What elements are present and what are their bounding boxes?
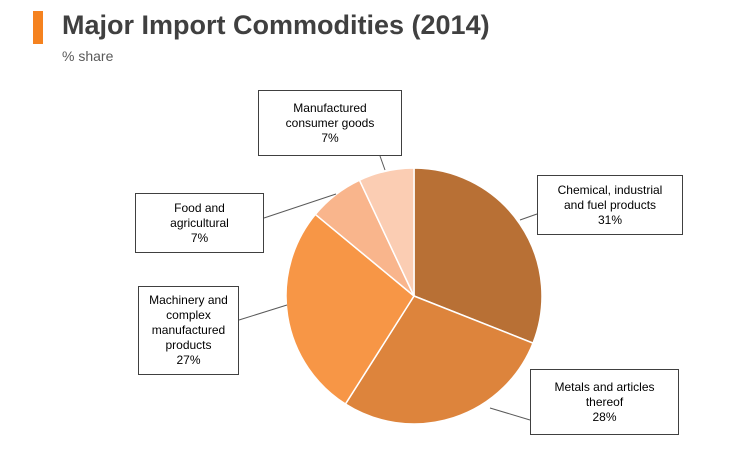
slice-label-machinery: Machinery and complex manufactured products… — [138, 286, 239, 375]
slice-value-label: 7% — [190, 230, 209, 245]
slice-label-line: thereof — [585, 394, 624, 409]
slice-label-line: and fuel products — [563, 197, 657, 212]
title-accent-bar — [33, 11, 43, 44]
chart-subtitle: % share — [62, 48, 114, 64]
slice-label-line: Chemical, industrial — [557, 182, 663, 197]
leader-line-food — [263, 193, 337, 219]
slice-label-chemical: Chemical, industrial and fuel products 31% — [537, 175, 683, 235]
chart-title: Major Import Commodities (2014) — [62, 10, 490, 40]
slice-label-line: Metals and articles — [554, 379, 655, 394]
slice-value-label: 31% — [597, 212, 623, 227]
pie-slice-metals — [344, 295, 534, 425]
slice-label-line: products — [165, 338, 212, 352]
slice-label-line: complex — [166, 308, 211, 322]
slice-label-line: Food and — [174, 200, 225, 215]
slice-label-metals: Metals and articles thereof 28% — [530, 369, 679, 435]
leader-line-metals — [489, 407, 531, 421]
slice-label-consumer-goods: Manufactured consumer goods 7% — [258, 90, 402, 156]
slice-value-label: 7% — [321, 130, 339, 145]
slice-label-line: agricultural — [170, 215, 229, 230]
leader-line-machinery — [238, 304, 288, 321]
slice-label-line: manufactured — [151, 323, 226, 337]
leader-line-chemical — [519, 213, 538, 221]
slice-value-label: 28% — [592, 409, 617, 424]
pie-slice-chemical — [413, 167, 543, 345]
slice-label-line: Manufactured — [293, 100, 367, 115]
pie-slice-machinery — [285, 213, 415, 406]
slice-label-food: Food and agricultural 7% — [135, 193, 264, 253]
slice-value-label: 27% — [176, 353, 201, 367]
leader-line-consumer-goods — [379, 155, 386, 171]
slice-label-line: Machinery and — [149, 293, 228, 307]
slice-label-line: consumer goods — [285, 115, 375, 130]
pie-slice-consumer-goods — [358, 167, 415, 297]
